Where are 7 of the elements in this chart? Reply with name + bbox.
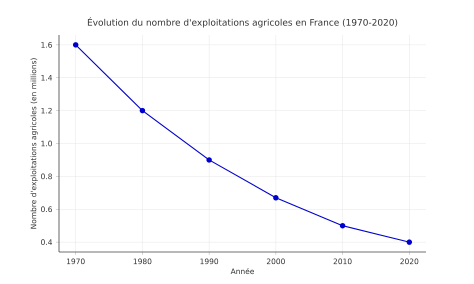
chart-title: Évolution du nombre d'exploitations agricoles en France (1970-2020) <box>88 17 398 28</box>
point <box>340 222 346 228</box>
point <box>140 108 146 114</box>
point <box>206 157 212 163</box>
point <box>273 195 279 200</box>
point <box>406 239 412 245</box>
point <box>72 42 78 48</box>
